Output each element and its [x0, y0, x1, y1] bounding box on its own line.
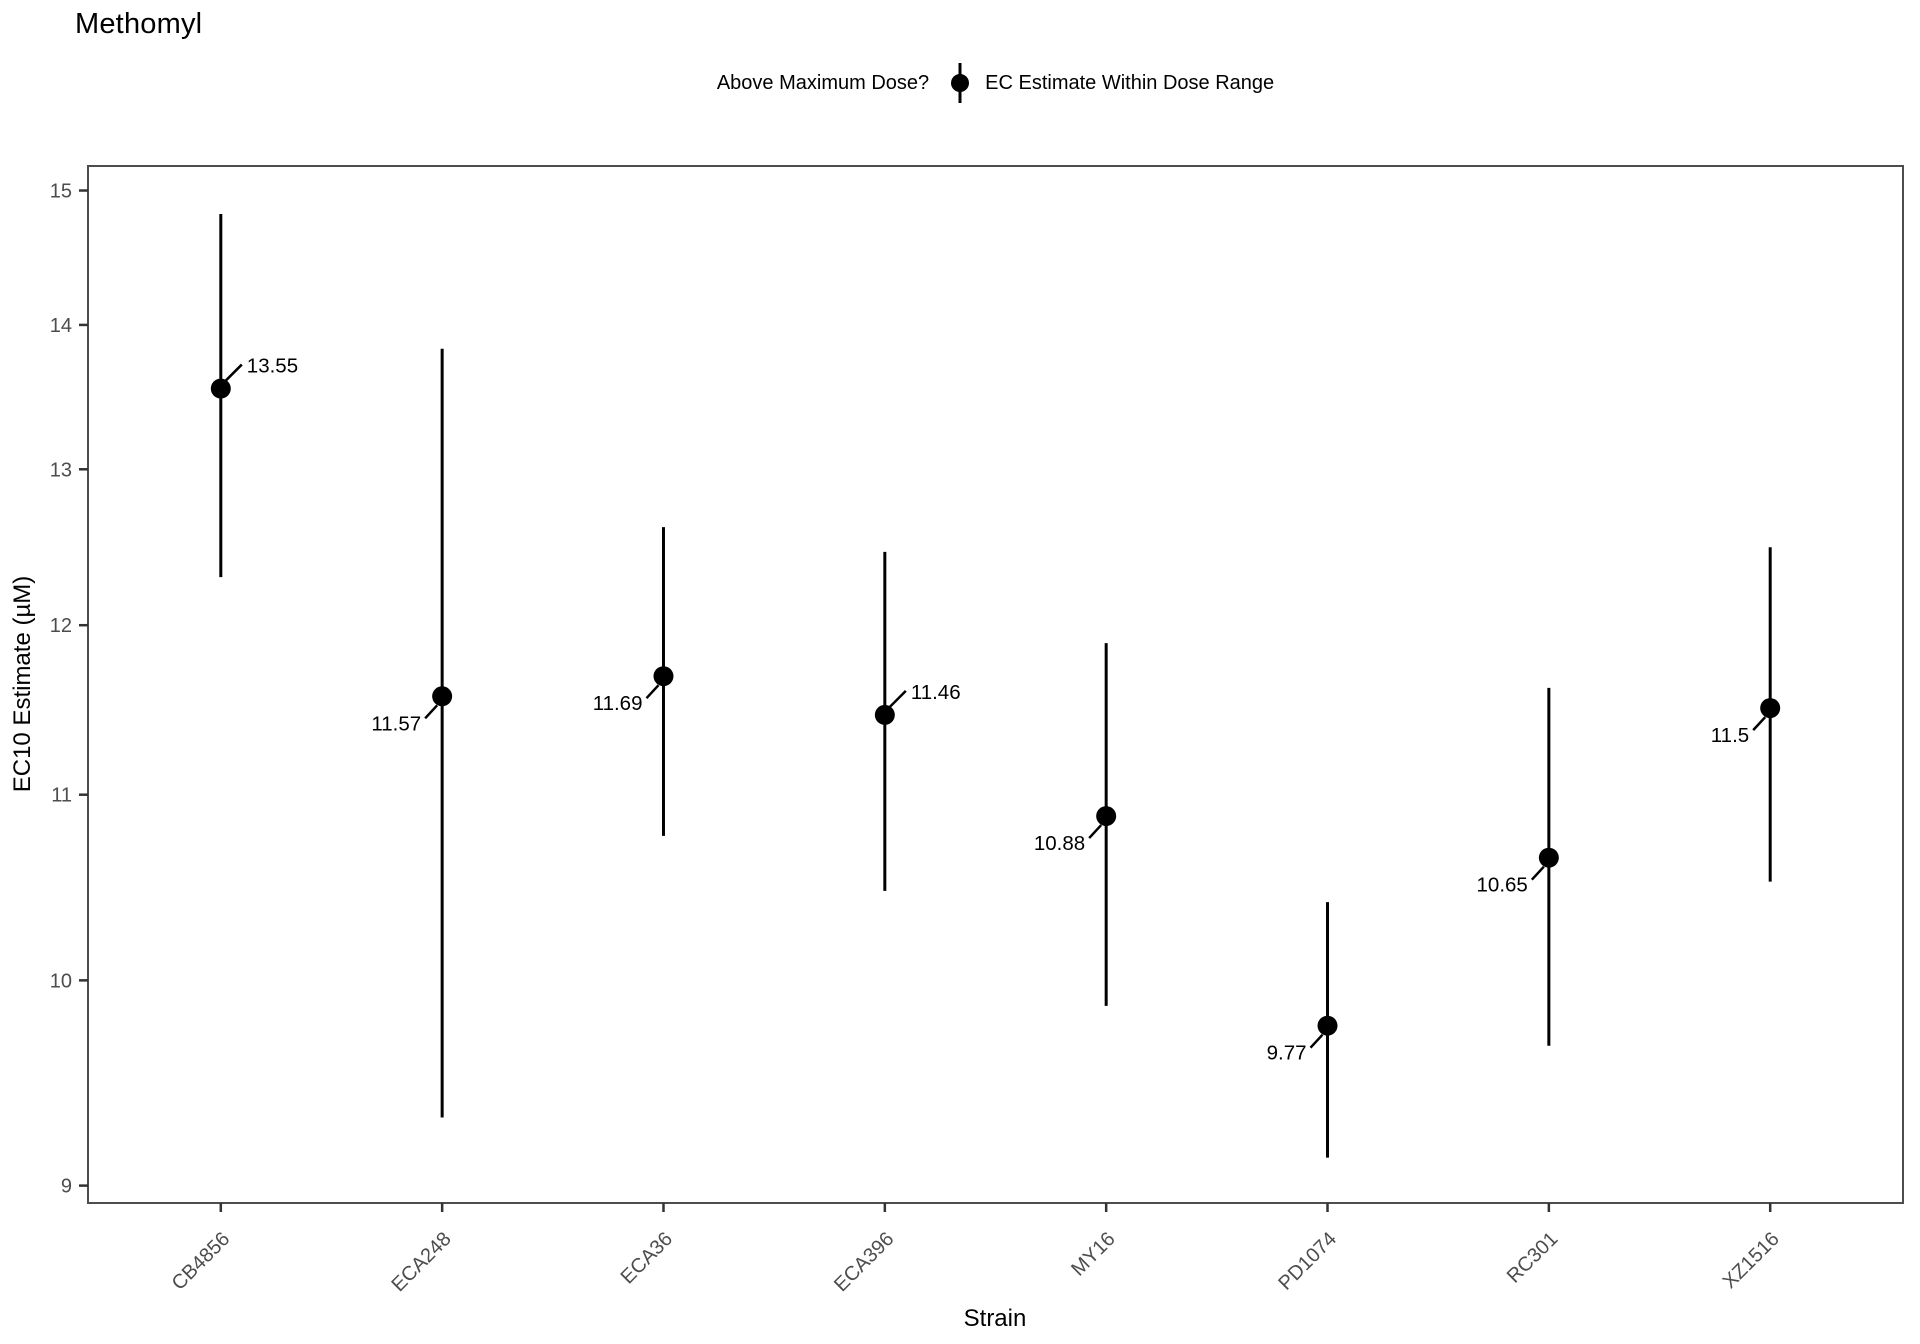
label-callout-line — [424, 704, 439, 720]
point-label: 11.69 — [593, 692, 643, 715]
point-label: 11.46 — [911, 681, 961, 704]
point-label: 9.77 — [1267, 1042, 1307, 1065]
points — [210, 378, 1781, 1036]
point-marker — [1317, 1015, 1338, 1036]
point-label: 13.55 — [247, 355, 298, 378]
x-axis-title: Strain — [964, 1305, 1027, 1332]
x-tick-label: ECA396 — [830, 1228, 898, 1296]
label-callout-line — [645, 684, 660, 700]
x-tick-label: CB4856 — [168, 1228, 235, 1295]
pointrange-legend-icon — [951, 63, 970, 103]
y-tick-label: 13 — [50, 459, 72, 481]
point-label: 10.65 — [1477, 874, 1528, 897]
y-tick-label: 9 — [61, 1176, 72, 1198]
y-tick-label: 15 — [50, 181, 72, 203]
y-axis-title: EC10 Estimate (µM) — [9, 576, 36, 793]
error-bars — [219, 214, 1772, 1158]
y-tick-label: 14 — [50, 315, 72, 337]
point-label: 11.57 — [371, 712, 421, 735]
label-callout-line — [1309, 1033, 1324, 1049]
x-tick-label: RC301 — [1503, 1228, 1563, 1288]
legend: Above Maximum Dose? EC Estimate Within D… — [88, 60, 1903, 106]
x-tick-label: ECA248 — [387, 1228, 455, 1296]
label-callout-line — [224, 363, 243, 382]
panel-border — [87, 165, 1904, 1204]
point-marker — [432, 686, 453, 707]
point-marker — [1538, 847, 1559, 868]
point-labels: 13.55 11.57 11.69 11.46 10.88 9.77 10.65 11.5 — [224, 355, 1767, 1065]
x-tick-label: XZ1516 — [1719, 1228, 1784, 1293]
legend-item: EC Estimate Within Dose Range — [949, 60, 1274, 106]
plot-title: Methomyl — [75, 8, 203, 40]
label-callout-line — [888, 690, 907, 708]
x-tick-label: PD1074 — [1274, 1228, 1341, 1295]
legend-title: Above Maximum Dose? — [716, 71, 930, 94]
y-tick-label: 11 — [51, 785, 72, 807]
point-label: 11.5 — [1711, 724, 1749, 747]
y-axis: 15 14 13 12 11 10 9 — [50, 181, 88, 1198]
point-marker — [653, 666, 674, 687]
label-callout-line — [1530, 865, 1545, 881]
point-marker — [210, 378, 231, 399]
x-tick-label: ECA36 — [617, 1228, 677, 1288]
y-tick-label: 10 — [50, 970, 72, 992]
label-callout-line — [1088, 824, 1103, 839]
y-tick-label: 12 — [50, 615, 72, 637]
point-marker — [874, 704, 895, 725]
point-marker — [1760, 698, 1781, 719]
legend-item-label: EC Estimate Within Dose Range — [985, 71, 1275, 94]
panel-border-group — [87, 165, 1904, 1204]
x-tick-label: MY16 — [1067, 1228, 1120, 1281]
point-marker — [1096, 806, 1117, 827]
x-axis: CB4856 ECA248 ECA36 ECA396 MY16 PD1074 RC301 XZ… — [168, 1203, 1784, 1296]
point-label: 10.88 — [1034, 832, 1085, 855]
label-callout-line — [1752, 716, 1767, 731]
